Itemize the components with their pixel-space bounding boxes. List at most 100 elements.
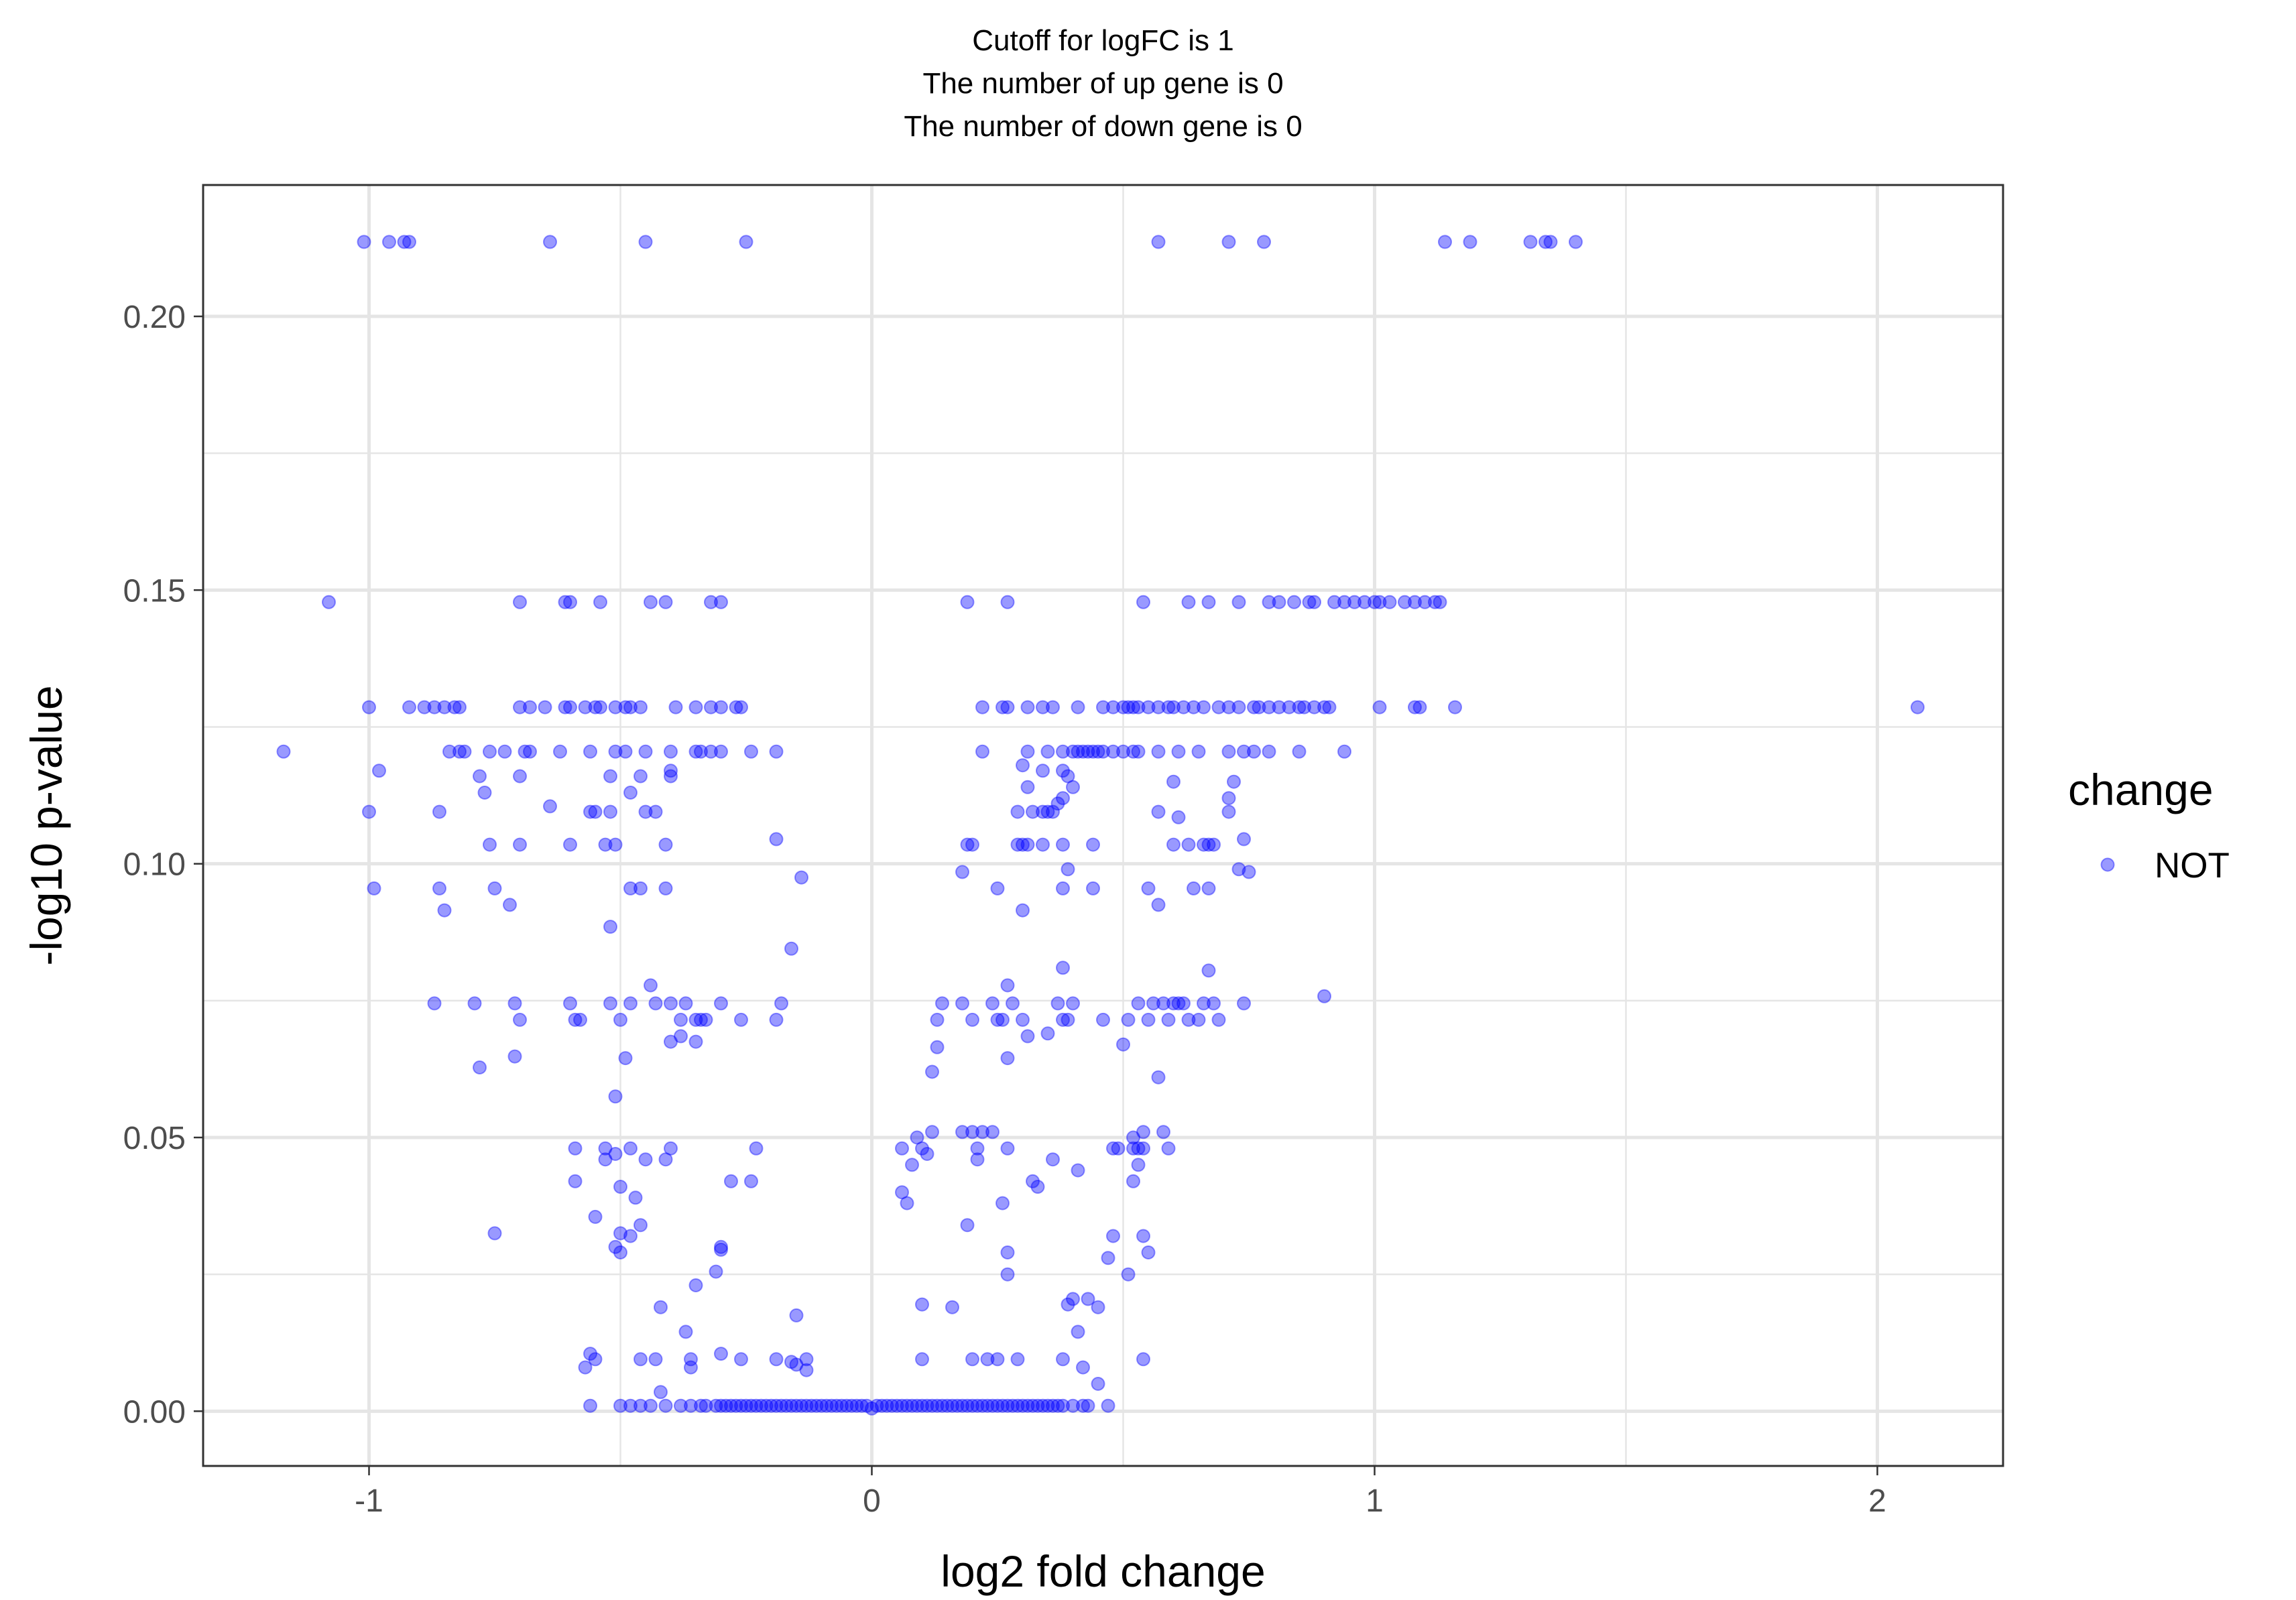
data-point	[960, 1398, 975, 1413]
data-point	[1116, 1037, 1130, 1052]
data-point	[1020, 1029, 1035, 1044]
data-point	[1231, 862, 1246, 877]
data-point	[895, 1398, 909, 1413]
data-point	[714, 1347, 728, 1361]
data-point	[985, 996, 1000, 1011]
data-point	[1171, 744, 1186, 759]
data-point	[1176, 700, 1191, 715]
data-point	[1262, 595, 1276, 609]
data-point	[1181, 837, 1196, 852]
data-point	[960, 837, 975, 852]
data-point	[809, 1398, 824, 1413]
data-point	[915, 1352, 929, 1367]
data-point	[1317, 989, 1331, 1003]
data-point	[1412, 700, 1427, 715]
data-point	[1136, 595, 1150, 609]
data-point	[709, 1398, 723, 1413]
data-point	[613, 1180, 627, 1194]
data-point	[1046, 1152, 1060, 1167]
data-point	[553, 744, 567, 759]
data-point	[955, 996, 969, 1011]
data-point	[1252, 700, 1266, 715]
data-point	[1010, 1352, 1025, 1367]
data-point	[1207, 996, 1221, 1011]
data-point	[688, 744, 703, 759]
data-point	[618, 744, 633, 759]
y-axis-title: -log10 p-value	[21, 685, 71, 965]
data-point	[467, 996, 482, 1011]
data-point	[487, 1226, 502, 1241]
data-point	[965, 1012, 979, 1027]
data-point	[1141, 700, 1156, 715]
data-point	[503, 898, 517, 912]
data-point	[935, 1398, 949, 1413]
data-point	[825, 1398, 839, 1413]
x-tick-label: 2	[1868, 1483, 1886, 1519]
data-point	[593, 595, 607, 609]
data-point	[578, 700, 593, 715]
data-point	[1056, 961, 1070, 975]
data-point	[513, 700, 527, 715]
data-point	[457, 744, 472, 759]
data-point	[1297, 700, 1311, 715]
data-point	[588, 1352, 603, 1367]
data-point	[1151, 804, 1166, 819]
data-point	[739, 235, 753, 249]
data-point	[1347, 595, 1362, 609]
data-point	[1181, 595, 1196, 609]
data-point	[900, 1196, 914, 1211]
data-point	[1372, 700, 1387, 715]
data-point	[397, 235, 412, 249]
data-point	[518, 744, 532, 759]
data-point	[1086, 881, 1100, 896]
data-point	[1106, 1141, 1120, 1156]
data-point	[729, 1398, 743, 1413]
data-point	[905, 1158, 919, 1172]
gridlines	[203, 185, 2003, 1466]
data-point	[1000, 700, 1015, 715]
data-point	[1242, 865, 1256, 879]
data-point	[769, 1012, 784, 1027]
data-point	[724, 1174, 738, 1188]
legend: change NOT	[2068, 765, 2230, 885]
data-point	[618, 700, 633, 715]
data-point	[1448, 700, 1462, 715]
data-point	[900, 1398, 914, 1413]
data-point	[437, 700, 452, 715]
data-point	[432, 804, 446, 819]
data-point	[1136, 1352, 1150, 1367]
data-point	[799, 1352, 814, 1367]
data-point	[1171, 810, 1186, 824]
x-tick-label: 0	[863, 1483, 881, 1519]
data-point	[613, 1245, 627, 1259]
data-point	[1071, 744, 1085, 759]
data-point	[483, 837, 497, 852]
data-point	[623, 996, 638, 1011]
data-point	[1126, 700, 1140, 715]
data-point	[829, 1398, 844, 1413]
data-point	[1066, 744, 1080, 759]
data-point	[674, 1012, 688, 1027]
data-point	[1433, 595, 1447, 609]
data-point	[704, 744, 718, 759]
data-point	[714, 1239, 728, 1254]
data-point	[1166, 837, 1181, 852]
data-point	[1106, 1229, 1120, 1243]
data-point	[769, 1352, 784, 1367]
data-point	[1036, 804, 1050, 819]
data-point	[1438, 235, 1452, 249]
data-point	[1372, 595, 1387, 609]
data-point	[623, 1229, 638, 1243]
data-point	[1136, 1141, 1150, 1156]
data-point	[995, 1012, 1010, 1027]
data-point	[1166, 774, 1181, 789]
data-point	[1056, 1012, 1070, 1027]
data-point	[950, 1398, 965, 1413]
data-point	[714, 996, 728, 1011]
data-point	[1221, 235, 1236, 249]
data-point	[608, 1239, 623, 1254]
data-point	[945, 1398, 959, 1413]
data-point	[633, 1218, 648, 1233]
data-point	[799, 1363, 814, 1377]
data-point	[633, 1352, 648, 1367]
